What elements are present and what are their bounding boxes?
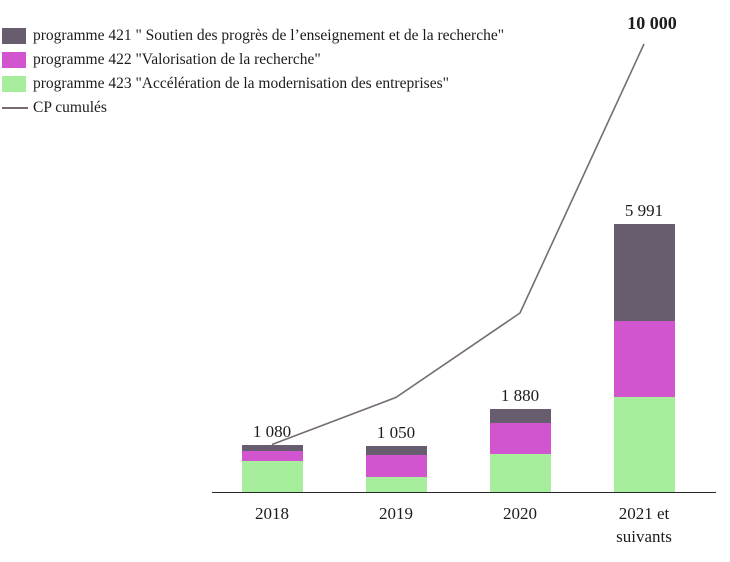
legend-swatch-programme-422: [2, 51, 26, 68]
bar-segment-programme-421: [613, 224, 675, 321]
legend-item-cp-cumules: CP cumulés: [2, 99, 504, 116]
bar-segment-programme-422: [365, 454, 427, 477]
legend-swatch-programme-421: [2, 27, 26, 44]
bar-total-label: 1 080: [252, 421, 292, 441]
legend-label-cp-cumules: CP cumulés: [33, 99, 107, 116]
bar-segment-programme-422: [241, 451, 303, 462]
bar-segment-programme-421: [241, 444, 303, 452]
legend-line-swatch-icon: [2, 106, 28, 109]
bar-segment-programme-422: [489, 422, 551, 454]
legend-label-programme-421: programme 421 " Soutien des progrès de l…: [33, 27, 505, 44]
bar-total-label: 1 050: [376, 422, 416, 442]
bar-segment-programme-423: [489, 453, 551, 493]
x-axis-label: 2021 et suivants: [616, 504, 672, 546]
legend-label-programme-422: programme 422 "Valorisation de la recher…: [33, 51, 321, 68]
bar-segment-programme-423: [613, 396, 675, 493]
bar-segment-programme-421: [489, 408, 551, 423]
bar-segment-programme-421: [365, 445, 427, 455]
x-axis-label: 2019: [379, 504, 413, 523]
legend-item-programme-422: programme 422 "Valorisation de la recher…: [2, 51, 504, 68]
legend-item-programme-423: programme 423 "Accélération de la modern…: [2, 75, 504, 92]
legend-label-programme-423: programme 423 "Accélération de la modern…: [33, 75, 449, 92]
bar-total-label: 1 880: [500, 385, 540, 405]
bar-total-label: 5 991: [624, 201, 664, 220]
bar-segment-programme-423: [241, 461, 303, 493]
bar-segment-programme-423: [365, 476, 427, 493]
legend: programme 421 " Soutien des progrès de l…: [2, 27, 504, 123]
legend-swatch-programme-423: [2, 75, 26, 92]
bar-segment-programme-422: [613, 320, 675, 397]
x-axis-label: 2020: [503, 504, 537, 523]
line-end-label: 10 000: [627, 13, 677, 33]
x-axis-line: [212, 491, 716, 494]
x-axis-label: 2018: [255, 504, 289, 523]
legend-item-programme-421: programme 421 " Soutien des progrès de l…: [2, 27, 504, 44]
